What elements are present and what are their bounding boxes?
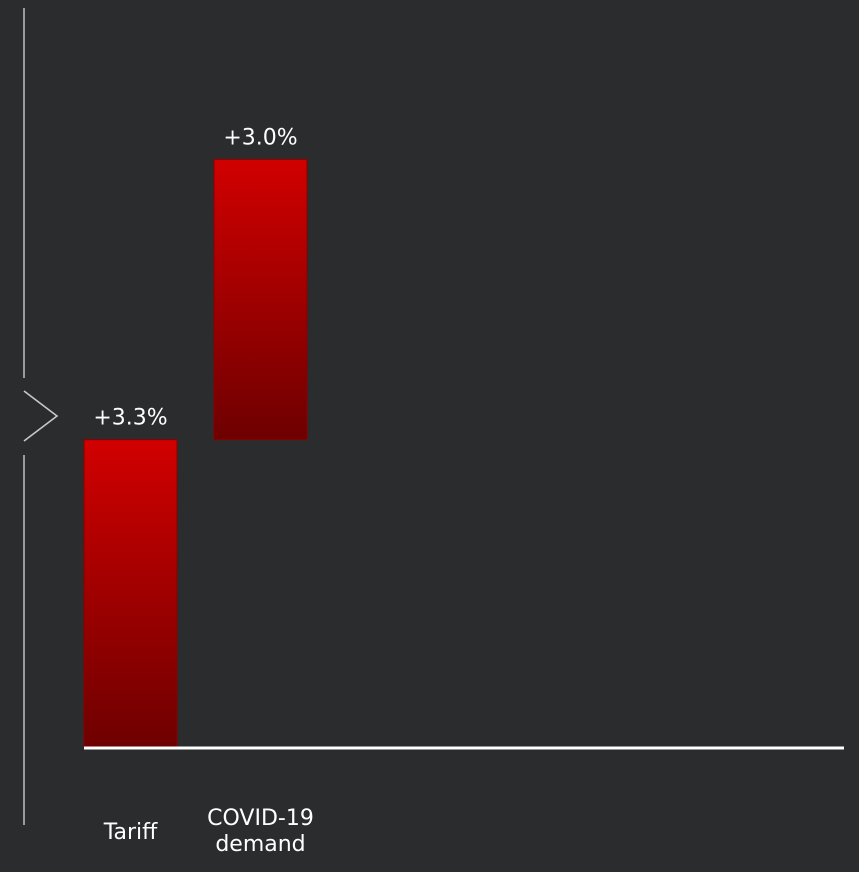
data-label-1: +3.3% <box>93 406 167 431</box>
data-labels-layer: +3.3% +3.0% <box>93 125 297 430</box>
category-label-2: COVID-19 demand <box>207 806 314 857</box>
bar-1 <box>83 439 178 749</box>
bars-layer <box>83 158 308 749</box>
category-label-1: Tariff <box>103 820 158 845</box>
bar-2 <box>213 158 308 441</box>
data-label-2: +3.0% <box>223 125 297 150</box>
chevron-right-icon[interactable] <box>14 385 64 447</box>
